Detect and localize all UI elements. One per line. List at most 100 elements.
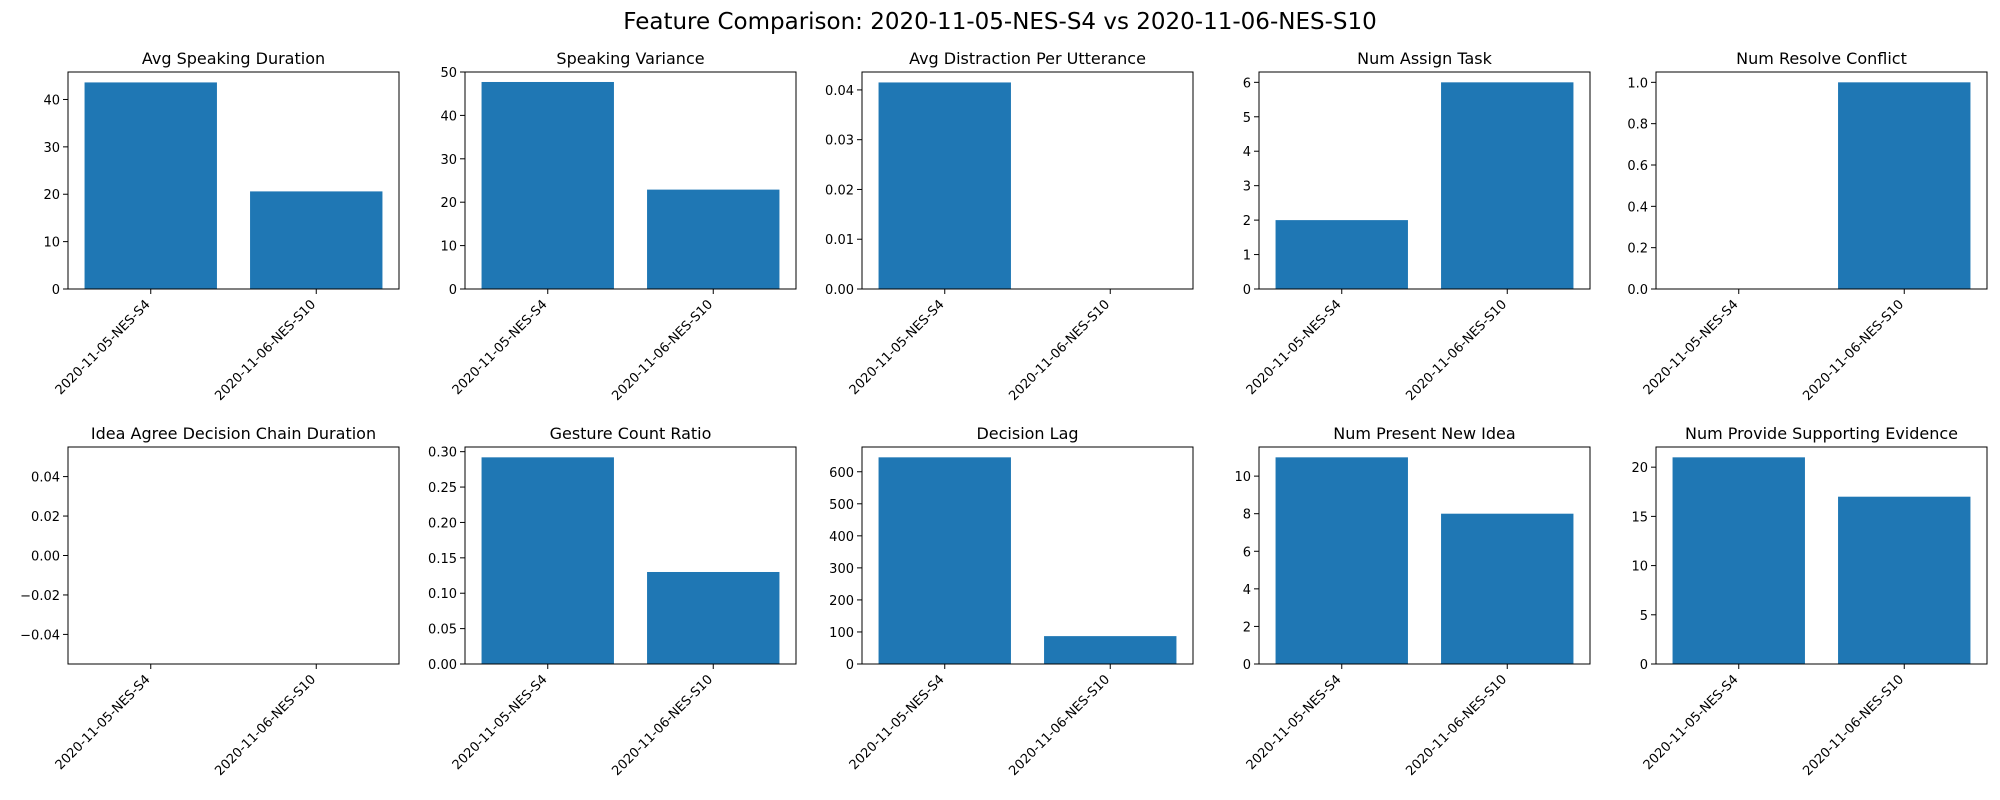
y-tick-label: 0 [1640,658,1648,673]
y-tick-label: 500 [829,498,854,513]
y-tick-label: 400 [829,530,854,545]
y-tick-label: 0.4 [1627,200,1648,215]
y-tick-label: 5 [1243,111,1251,126]
y-tick-label: 40 [43,93,60,108]
x-tick-label: 2020-11-05-NES-S4 [847,297,948,398]
y-tick-label: 0.02 [825,183,854,198]
bar-2020-11-06-NES-S10 [647,571,780,664]
y-tick-label: 0.00 [31,550,60,565]
x-tick-label: 2020-11-05-NES-S4 [53,672,154,773]
y-tick-label: 0.01 [825,233,854,248]
subplot-4: Num Assign Task 0 1 2 3 4 5 6 2020-11-05-NES-S4 2… [1243,49,1591,404]
x-tick-label: 2020-11-06-NES-S10 [1403,672,1510,779]
subplot-title: Num Assign Task [1357,49,1492,68]
subplot-title: Speaking Variance [556,49,704,68]
axes-frame [1258,71,1591,290]
y-tick-label: 30 [43,141,60,156]
y-tick-label: 50 [440,66,457,81]
y-tick-label: 0.00 [825,283,854,298]
y-tick-label: 0.0 [1627,283,1648,298]
y-tick-label: 0.04 [825,84,854,99]
x-tick-label: 2020-11-06-NES-S10 [609,297,716,404]
y-tick-label: 200 [829,594,854,609]
bar-2020-11-05-NES-S4 [481,457,614,664]
y-tick-label: −0.04 [20,628,60,643]
bar-2020-11-05-NES-S4 [878,82,1011,289]
subplot-title: Avg Speaking Duration [142,49,325,68]
subplot-title: Decision Lag [976,424,1078,443]
x-tick-label: 2020-11-05-NES-S4 [450,672,551,773]
y-tick-label: 10 [43,236,60,251]
bar-2020-11-05-NES-S4 [84,82,217,289]
subplot-title: Avg Distraction Per Utterance [909,49,1146,68]
y-tick-label: 0.04 [31,471,60,486]
y-tick-label: 0.03 [825,134,854,149]
y-tick-label: 0.8 [1627,118,1648,133]
x-tick-label: 2020-11-06-NES-S10 [1800,672,1907,779]
figure-title: Feature Comparison: 2020-11-05-NES-S4 vs… [623,9,1377,35]
y-tick-label: 6 [1243,76,1251,91]
axes-frame [1655,446,1988,665]
y-tick-label: 0.20 [428,516,457,531]
y-tick-label: 15 [1631,510,1648,525]
subplot-8: Decision Lag 0 100 200 300 400 500 600 2020-11-0… [829,424,1194,779]
bar-2020-11-05-NES-S4 [878,457,1011,664]
x-tick-label: 2020-11-05-NES-S4 [450,297,551,398]
y-tick-label: 20 [440,196,457,211]
y-tick-label: 0.2 [1627,242,1648,257]
x-tick-label: 2020-11-06-NES-S10 [609,672,716,779]
x-tick-label: 2020-11-05-NES-S4 [1641,297,1742,398]
x-tick-label: 2020-11-06-NES-S10 [1006,297,1113,404]
subplot-9: Num Present New Idea 0 2 4 6 8 10 2020-11-05-NE… [1234,424,1591,779]
y-tick-label: 0.6 [1627,159,1648,174]
y-tick-label: 4 [1243,583,1251,598]
x-tick-label: 2020-11-06-NES-S10 [1006,672,1113,779]
y-tick-label: 0.02 [31,510,60,525]
y-tick-label: 6 [1243,545,1251,560]
subplot-title: Gesture Count Ratio [550,424,712,443]
y-tick-label: 0 [449,283,457,298]
y-tick-label: 0.30 [428,446,457,461]
x-tick-label: 2020-11-05-NES-S4 [1244,672,1345,773]
y-tick-label: 20 [1631,461,1648,476]
subplot-7: Gesture Count Ratio 0.00 0.05 0.10 0.15 0.20 0… [428,424,797,779]
bar-2020-11-05-NES-S4 [1672,457,1805,664]
bar-2020-11-05-NES-S4 [1275,457,1408,664]
y-tick-label: 600 [829,466,854,481]
y-tick-label: 10 [440,240,457,255]
x-tick-label: 2020-11-06-NES-S10 [1403,297,1510,404]
bar-2020-11-06-NES-S10 [1838,496,1971,664]
bar-2020-11-06-NES-S10 [647,189,780,289]
y-tick-label: 100 [829,626,854,641]
y-tick-label: −0.02 [20,589,60,604]
y-tick-label: 8 [1243,508,1251,523]
bar-2020-11-06-NES-S10 [1044,636,1177,664]
subplot-title: Num Present New Idea [1333,424,1515,443]
y-tick-label: 1 [1243,249,1251,264]
subplot-1: Avg Speaking Duration 0 10 20 30 40 2020-11-05… [43,49,400,404]
axes-frame [464,71,797,290]
y-tick-label: 0 [1243,283,1251,298]
bar-2020-11-06-NES-S10 [1441,513,1574,664]
axes-frame [67,71,400,290]
x-tick-label: 2020-11-06-NES-S10 [1800,297,1907,404]
y-tick-label: 10 [1631,560,1648,575]
subplot-6: Idea Agree Decision Chain Duration −0.04 −… [20,424,400,779]
x-tick-label: 2020-11-06-NES-S10 [212,672,319,779]
axes-frame [1258,446,1591,665]
y-tick-label: 5 [1640,609,1648,624]
y-tick-label: 0 [52,283,60,298]
x-tick-label: 2020-11-05-NES-S4 [53,297,154,398]
subplot-title: Num Resolve Conflict [1736,49,1907,68]
axes-frame [67,446,400,665]
y-tick-label: 3 [1243,180,1251,195]
subplot-2: Speaking Variance 0 10 20 30 40 50 2020-11-05-N… [440,49,797,404]
bar-2020-11-06-NES-S10 [1441,82,1574,289]
x-tick-label: 2020-11-05-NES-S4 [847,672,948,773]
x-tick-label: 2020-11-05-NES-S4 [1641,672,1742,773]
y-tick-label: 4 [1243,145,1251,160]
y-tick-label: 0.00 [428,658,457,673]
bar-2020-11-05-NES-S4 [1275,220,1408,289]
axes-frame [861,446,1194,665]
